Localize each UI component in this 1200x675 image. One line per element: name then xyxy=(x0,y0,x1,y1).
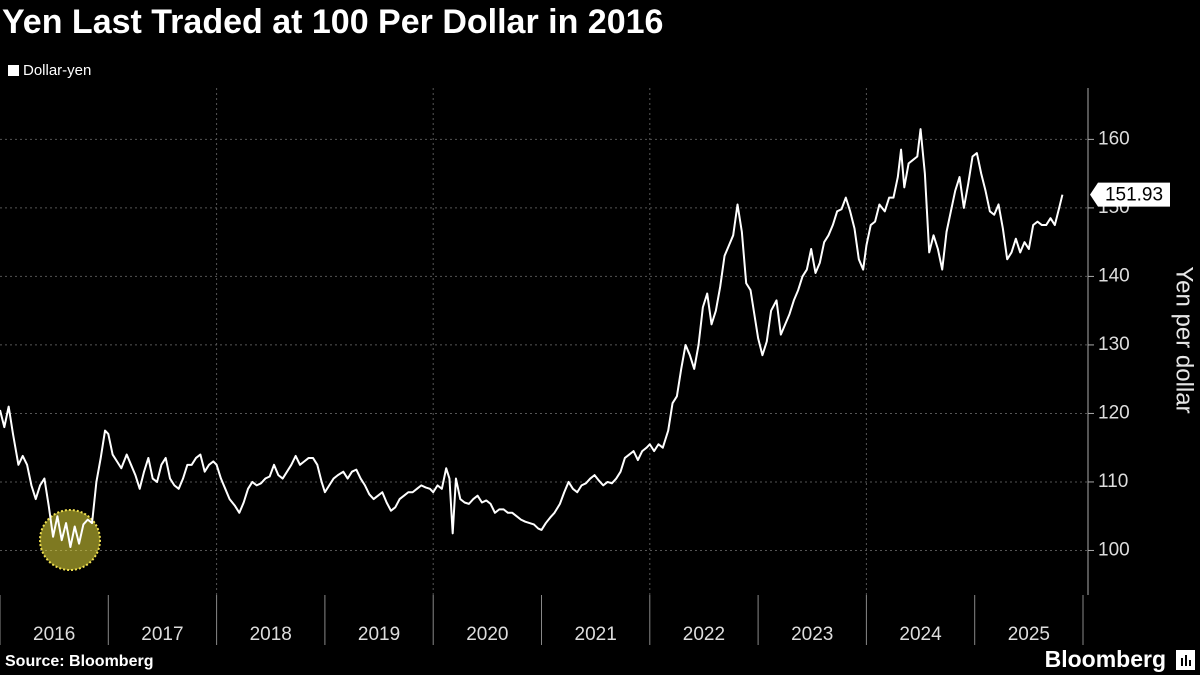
brand: Bloomberg xyxy=(1045,646,1166,672)
x-tick-label: 2021 xyxy=(575,624,617,645)
x-tick-label: 2017 xyxy=(141,624,183,645)
x-tick-label: 2019 xyxy=(358,624,400,645)
source: Source: Bloomberg xyxy=(5,653,153,670)
y-tick-label: 100 xyxy=(1098,539,1130,560)
x-tick-label: 2016 xyxy=(33,624,75,645)
y-tick-label: 110 xyxy=(1098,471,1128,492)
x-tick-label: 2024 xyxy=(899,624,942,645)
x-tick-label: 2020 xyxy=(466,624,508,645)
y-tick-label: 160 xyxy=(1098,128,1130,149)
chart-title: Yen Last Traded at 100 Per Dollar in 201… xyxy=(2,3,663,41)
y-axis-label: Yen per dollar xyxy=(1171,266,1198,413)
x-tick-label: 2022 xyxy=(683,624,725,645)
y-tick-label: 130 xyxy=(1098,334,1130,355)
legend-label: Dollar-yen xyxy=(23,62,91,79)
x-tick-label: 2023 xyxy=(791,624,833,645)
y-tick-label: 140 xyxy=(1098,265,1130,286)
value-label: 151.93 xyxy=(1105,185,1163,206)
value-label-box xyxy=(1090,182,1170,207)
x-tick-label: 2018 xyxy=(250,624,292,645)
x-tick-label: 2025 xyxy=(1008,624,1050,645)
y-tick-label: 120 xyxy=(1098,402,1130,423)
line xyxy=(0,128,1064,549)
brand-icon xyxy=(1176,650,1195,670)
legend-swatch xyxy=(8,65,19,76)
